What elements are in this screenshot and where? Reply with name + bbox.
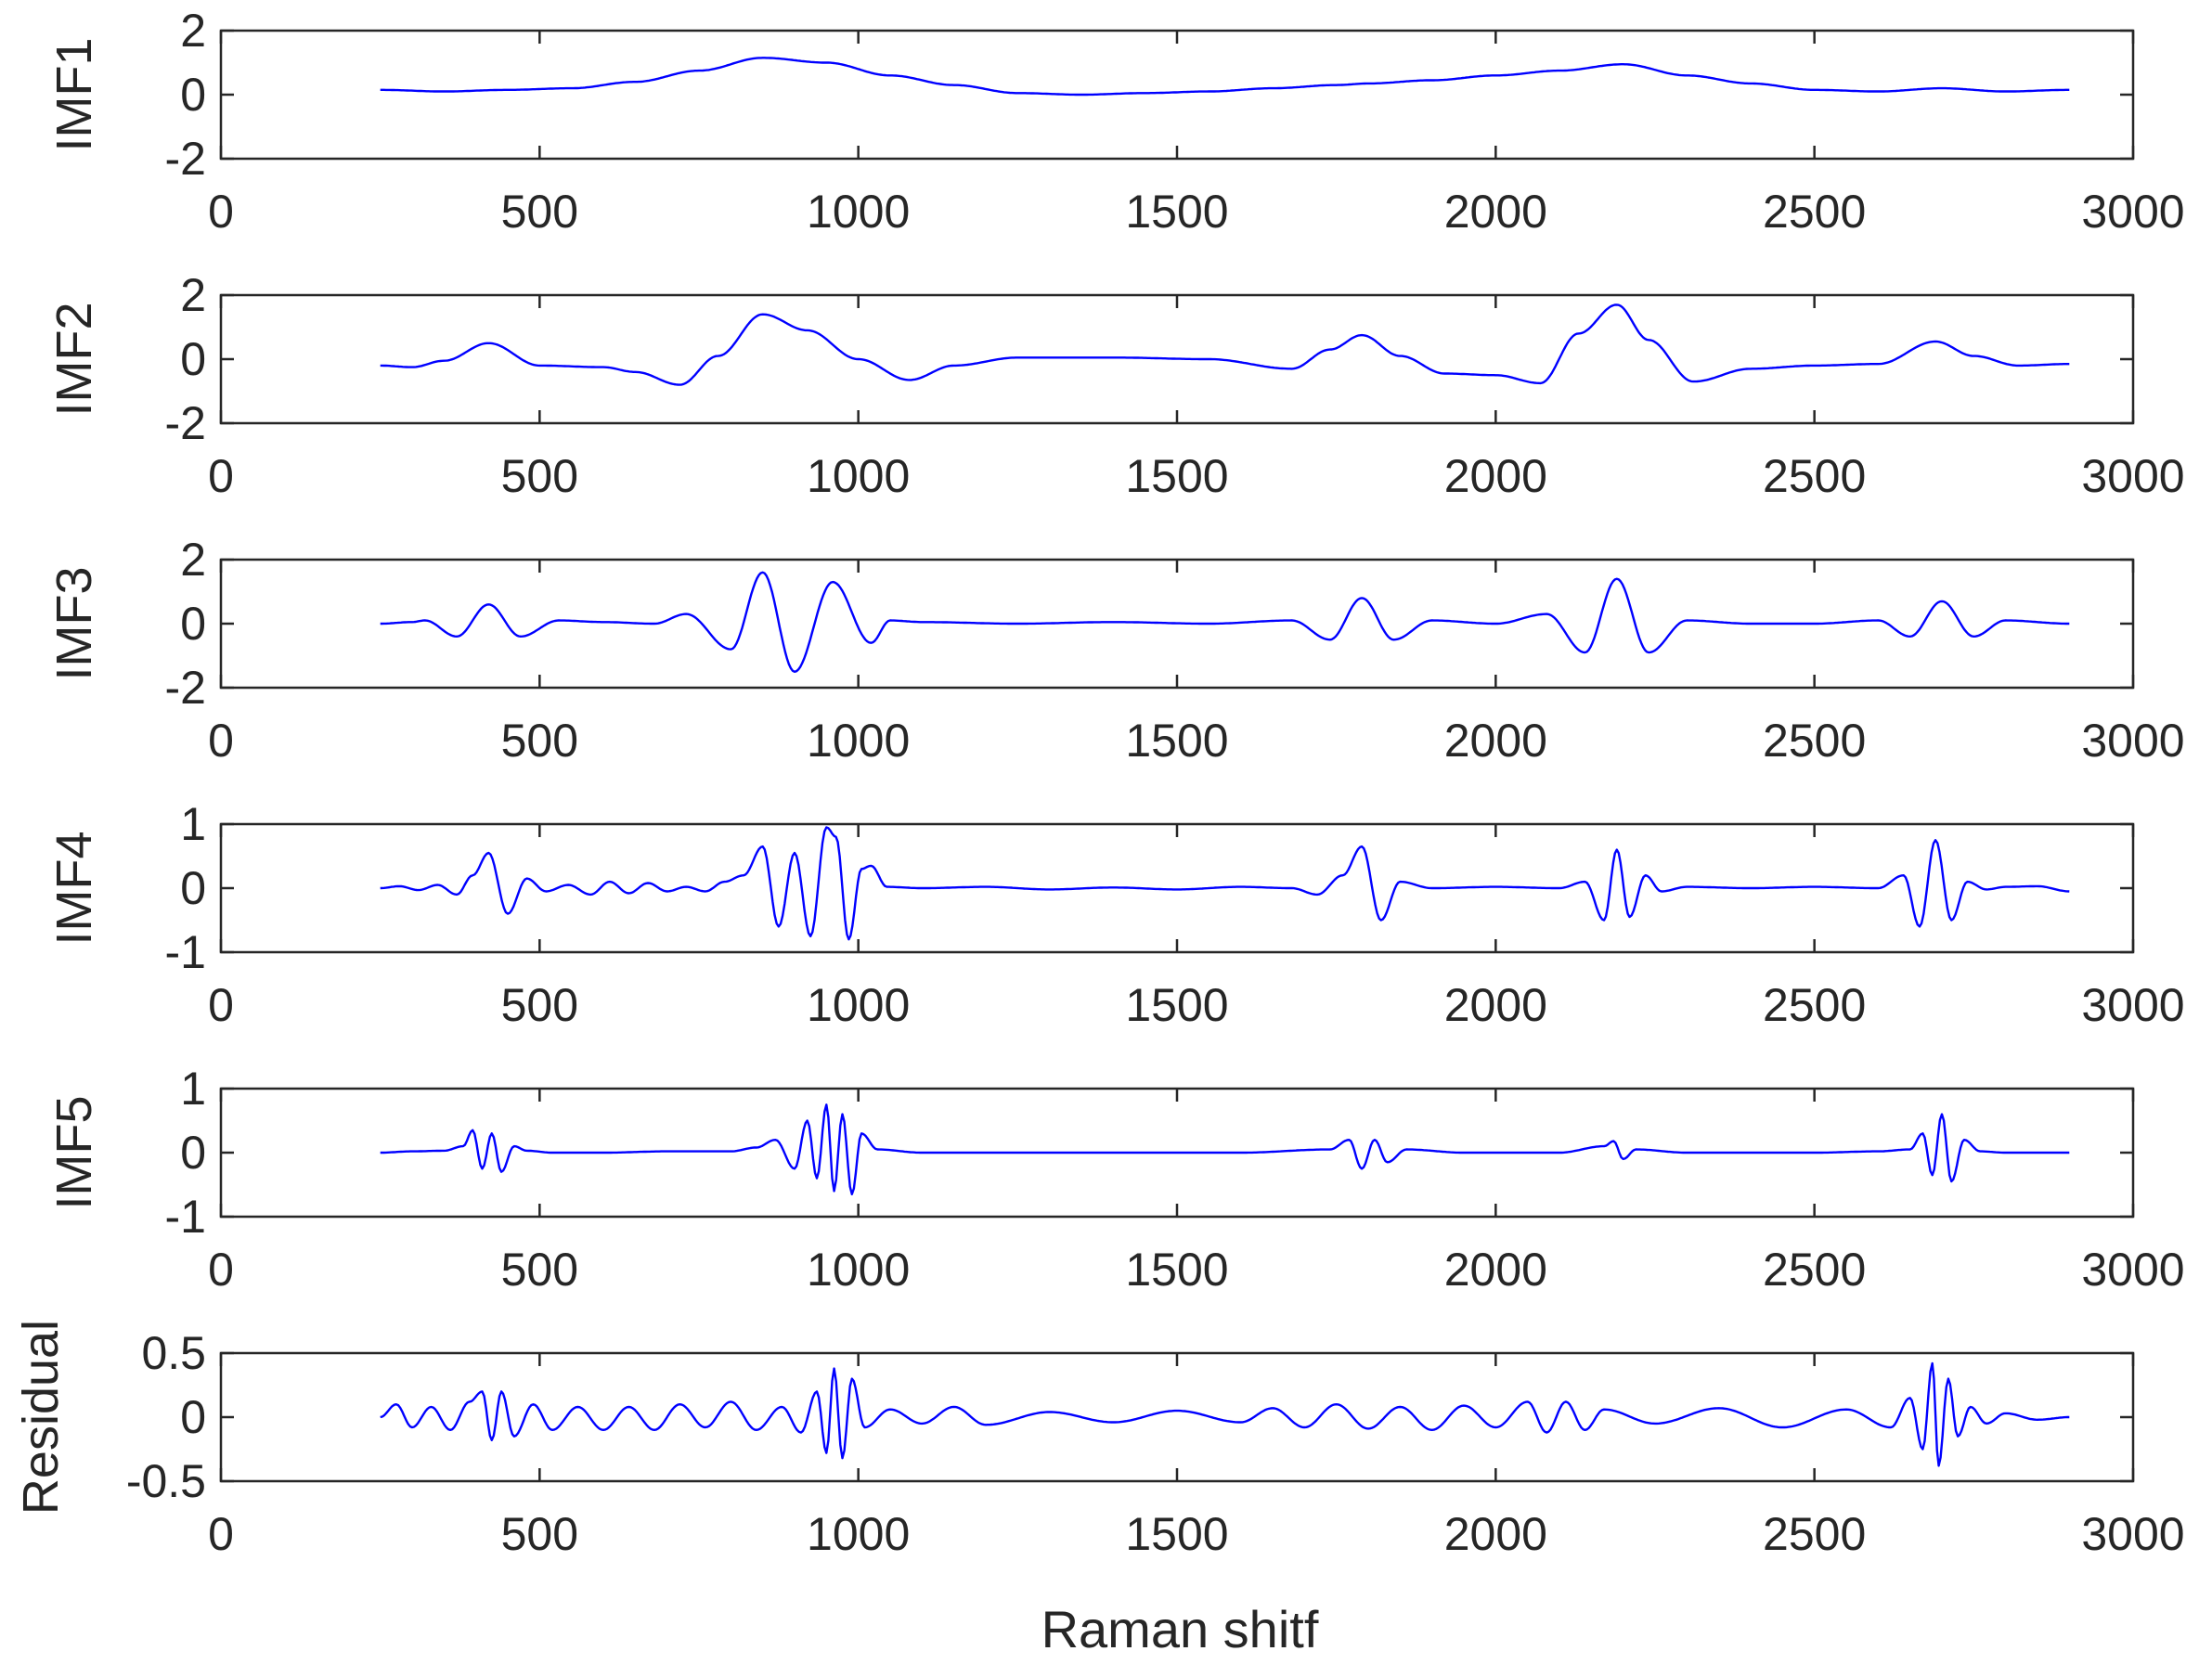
y-tick-label: -2 [165,662,206,714]
series-line-residual [380,1361,2070,1467]
y-tick-label: -0.5 [126,1455,206,1507]
y-tick-label: 0 [180,598,206,650]
y-tick-label: 0 [180,69,206,121]
x-tick-label: 0 [208,715,234,767]
x-tick-label: 2500 [1763,1244,1866,1296]
x-tick-label: 0 [208,186,234,238]
series-line-imf4 [380,826,2070,941]
x-tick-label: 3000 [2081,1508,2184,1560]
y-tick-label: 1 [180,798,206,850]
x-tick-label: 2000 [1444,979,1547,1031]
series-line-imf2 [380,303,2070,386]
x-tick-label: 3000 [2081,450,2184,502]
y-axis-title: IMF5 [46,1095,102,1209]
x-axis-title: Raman shitf [1041,1600,1319,1658]
y-axis-title: IMF1 [46,37,102,151]
axes-frame [219,29,2135,161]
x-tick-label: 500 [501,715,578,767]
y-tick-label: 0 [180,333,206,385]
x-tick-label: 2000 [1444,715,1547,767]
y-tick-label: 2 [180,269,206,321]
series-line-imf5 [380,1103,2070,1195]
x-tick-label: 2000 [1444,1244,1547,1296]
y-tick-label: 0 [180,1127,206,1179]
series-line-imf3 [380,571,2070,673]
x-tick-label: 3000 [2081,1244,2184,1296]
y-tick-label: 1 [180,1063,206,1115]
y-axis-title: Residual [13,1320,69,1515]
y-axis-title: IMF4 [46,831,102,945]
y-tick-label: 2 [180,534,206,586]
x-tick-label: 1000 [807,715,910,767]
x-tick-label: 0 [208,450,234,502]
x-tick-label: 0 [208,979,234,1031]
y-tick-label: -1 [165,1191,206,1243]
x-tick-label: 1500 [1125,186,1228,238]
x-tick-label: 500 [501,186,578,238]
y-tick-label: -2 [165,133,206,185]
x-tick-label: 500 [501,1244,578,1296]
x-tick-label: 2500 [1763,450,1866,502]
x-tick-label: 500 [501,450,578,502]
x-tick-label: 1500 [1125,979,1228,1031]
x-tick-label: 2000 [1444,450,1547,502]
y-tick-label: 0.5 [141,1327,206,1379]
series-line-imf1 [380,57,2070,97]
x-tick-label: 2500 [1763,1508,1866,1560]
x-tick-label: 2000 [1444,1508,1547,1560]
x-tick-label: 1500 [1125,1508,1228,1560]
y-axis-title: IMF3 [46,566,102,680]
x-tick-label: 1000 [807,1244,910,1296]
x-tick-label: 0 [208,1508,234,1560]
x-tick-label: 3000 [2081,979,2184,1031]
x-tick-label: 1500 [1125,450,1228,502]
x-tick-label: 1000 [807,1508,910,1560]
y-tick-label: -1 [165,926,206,978]
x-tick-label: 1000 [807,979,910,1031]
x-tick-label: 1000 [807,186,910,238]
y-tick-label: 0 [180,862,206,914]
x-tick-label: 2500 [1763,715,1866,767]
x-tick-label: 2500 [1763,186,1866,238]
y-axis-title: IMF2 [46,302,102,416]
x-tick-label: 3000 [2081,186,2184,238]
x-tick-label: 1500 [1125,1244,1228,1296]
x-tick-label: 500 [501,979,578,1031]
y-tick-label: 2 [180,5,206,57]
x-tick-label: 1500 [1125,715,1228,767]
x-tick-label: 2000 [1444,186,1547,238]
x-tick-label: 3000 [2081,715,2184,767]
y-tick-label: -2 [165,397,206,449]
x-tick-label: 500 [501,1508,578,1560]
x-tick-label: 1000 [807,450,910,502]
x-tick-label: 2500 [1763,979,1866,1031]
y-tick-label: 0 [180,1391,206,1443]
x-tick-label: 0 [208,1244,234,1296]
